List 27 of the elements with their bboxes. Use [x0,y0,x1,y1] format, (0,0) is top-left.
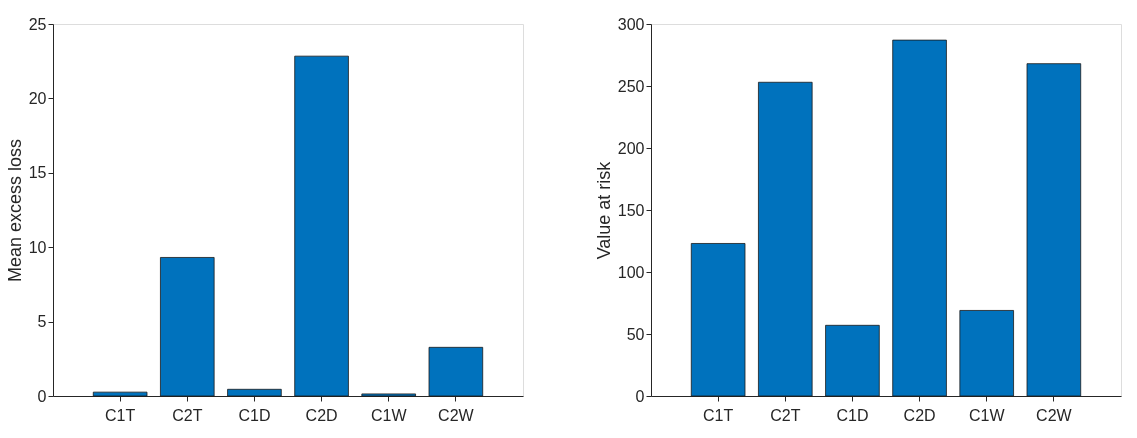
y-tick-label: 100 [617,263,645,281]
y-tick-label: 250 [617,77,645,95]
y-tick-label: 10 [28,238,47,256]
y-tick-label: 200 [617,139,645,157]
y-axis-title: Value at risk [593,160,614,260]
x-tick-label: C2W [438,406,475,424]
x-tick-label: C1W [370,406,408,424]
y-axis-title: Mean excess loss [4,138,25,283]
x-tick-label: C2T [172,406,203,424]
x-tick-label: C1T [703,406,734,424]
y-tick-label: 0 [635,387,645,405]
y-tick-label: 150 [617,201,645,219]
y-tick-label: 25 [28,15,47,33]
y-tick-label: 5 [37,313,47,331]
x-tick-label: C2T [770,406,801,424]
x-tick-label: C2D [305,406,338,424]
x-tick-label: C1W [968,406,1006,424]
x-tick-label: C1T [105,406,136,424]
x-tick-label: C1D [836,406,869,424]
y-tick-label: 15 [28,164,47,182]
y-tick-label: 300 [617,15,645,33]
y-tick-label: 20 [28,89,47,107]
x-tick-label: C2D [903,406,936,424]
x-tick-label: C2W [1036,406,1073,424]
x-tick-label: C1D [238,406,271,424]
y-tick-label: 0 [37,387,47,405]
y-tick-label: 50 [626,325,645,343]
